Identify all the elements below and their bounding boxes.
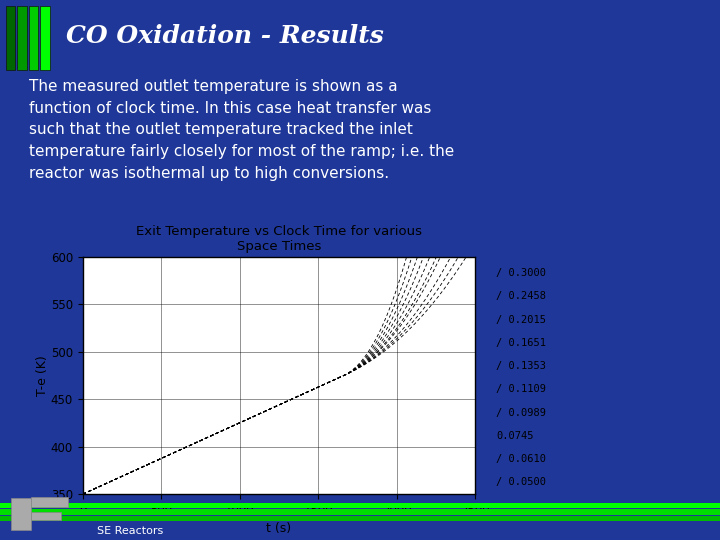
- Text: / 0.0989: / 0.0989: [496, 408, 546, 417]
- Text: / 0.1651: / 0.1651: [496, 338, 546, 348]
- Bar: [0, 503, 720, 508]
- Text: / 0.0610: / 0.0610: [496, 454, 546, 464]
- Text: / 0.1353: / 0.1353: [496, 361, 546, 371]
- Text: The measured outlet temperature is shown as a
function of clock time. In this ca: The measured outlet temperature is shown…: [29, 79, 454, 180]
- Bar: [31, 497, 68, 508]
- Text: / 0.3000: / 0.3000: [496, 268, 546, 278]
- Bar: [40, 6, 50, 70]
- Bar: [0, 509, 720, 515]
- Text: / 0.2458: / 0.2458: [496, 292, 546, 301]
- Bar: [31, 511, 61, 520]
- Text: SE Reactors: SE Reactors: [97, 526, 163, 536]
- X-axis label: t (s): t (s): [266, 522, 292, 535]
- Text: / 0.0500: / 0.0500: [496, 477, 546, 487]
- Bar: [17, 6, 27, 70]
- Y-axis label: T-e (K): T-e (K): [37, 355, 50, 396]
- Bar: [0, 516, 720, 521]
- Text: / 0.1109: / 0.1109: [496, 384, 546, 394]
- Text: / 0.2015: / 0.2015: [496, 315, 546, 325]
- Bar: [11, 498, 31, 530]
- Text: 0.0745: 0.0745: [496, 431, 534, 441]
- Bar: [6, 6, 15, 70]
- Bar: [29, 6, 38, 70]
- Title: Exit Temperature vs Clock Time for various
Space Times: Exit Temperature vs Clock Time for vario…: [136, 225, 422, 253]
- Text: CO Oxidation - Results: CO Oxidation - Results: [66, 24, 384, 48]
